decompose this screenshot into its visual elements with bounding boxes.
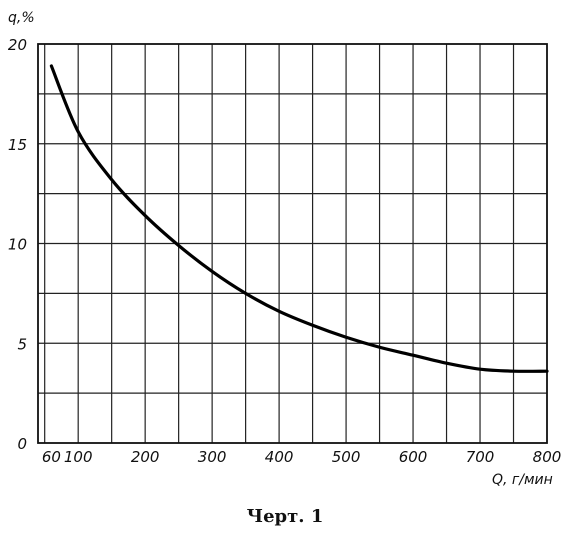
y-tick-label: 20 xyxy=(8,36,27,54)
plot-frame xyxy=(37,43,548,444)
grid xyxy=(38,44,547,443)
x-tick-label: 60 xyxy=(42,448,61,466)
x-tick-label: 800 xyxy=(533,448,562,466)
x-tick-label: 300 xyxy=(198,448,227,466)
x-tick-label: 200 xyxy=(131,448,160,466)
x-axis-label: Q, г/мин xyxy=(492,472,553,488)
y-tick-label: 10 xyxy=(8,236,27,254)
figure-caption: Черт. 1 xyxy=(246,506,324,527)
x-tick-label: 100 xyxy=(64,448,93,466)
x-tick-label: 700 xyxy=(466,448,495,466)
chart: 60 100 200 300 400 500 600 700 800 0 5 10 15 20 q,% Q… xyxy=(8,10,561,488)
tick-labels: 60 100 200 300 400 500 600 700 800 0 5 10 15 20 xyxy=(8,36,561,466)
y-axis-label: q,% xyxy=(8,10,35,26)
y-tick-label: 15 xyxy=(8,136,27,154)
series-line xyxy=(49,64,549,373)
axes xyxy=(37,43,548,444)
y-tick-label: 5 xyxy=(17,335,27,353)
x-tick-label: 400 xyxy=(265,448,294,466)
x-tick-label: 500 xyxy=(332,448,361,466)
y-tick-label: 0 xyxy=(17,435,27,453)
curve xyxy=(49,64,549,373)
x-tick-label: 600 xyxy=(399,448,428,466)
